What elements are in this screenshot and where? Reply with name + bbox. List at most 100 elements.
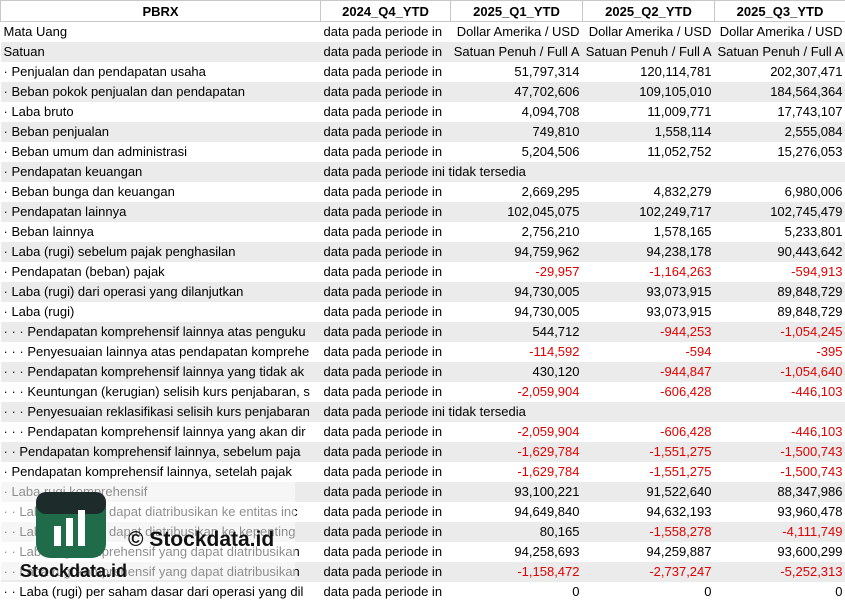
row-label: · Pendapatan keuangan <box>1 162 321 182</box>
row-label: · · Pendapatan komprehensif lainnya, seb… <box>1 442 321 462</box>
cell: -29,957 <box>451 262 583 282</box>
cell: data pada periode in <box>321 122 451 142</box>
table-row: · Pendapatan komprehensif lainnya, setel… <box>1 462 845 482</box>
cell: data pada periode in <box>321 382 451 402</box>
cell: 0 <box>583 582 715 602</box>
row-label: · Beban pokok penjualan dan pendapatan <box>1 82 321 102</box>
cell: 102,249,717 <box>583 202 715 222</box>
cell: -1,500,743 <box>715 462 845 482</box>
cell: -1,551,275 <box>583 462 715 482</box>
cell: 11,052,752 <box>583 142 715 162</box>
cell: 5,233,801 <box>715 222 845 242</box>
row-label: · Laba (rugi) <box>1 302 321 322</box>
cell: data pada periode in <box>321 342 451 362</box>
row-label: Mata Uang <box>1 22 321 42</box>
column-header: 2025_Q3_YTD <box>715 1 845 22</box>
cell: 88,347,986 <box>715 482 845 502</box>
cell: data pada periode ini tidak tersedia <box>321 402 845 422</box>
row-label: · Laba bruto <box>1 102 321 122</box>
row-label: · · · Keuntungan (kerugian) selisih kurs… <box>1 382 321 402</box>
cell: 544,712 <box>451 322 583 342</box>
cell: data pada periode in <box>321 262 451 282</box>
cell: 51,797,314 <box>451 62 583 82</box>
cell: data pada periode in <box>321 82 451 102</box>
cell: 93,600,299 <box>715 542 845 562</box>
cell: 94,258,693 <box>451 542 583 562</box>
cell: data pada periode in <box>321 22 451 42</box>
cell: 80,165 <box>451 522 583 542</box>
cell: data pada periode in <box>321 362 451 382</box>
cell: Dollar Amerika / USD <box>583 22 715 42</box>
cell: data pada periode in <box>321 542 451 562</box>
cell: 6,980,006 <box>715 182 845 202</box>
watermark-brand: Stockdata.id <box>20 561 127 582</box>
table-row: · · Pendapatan komprehensif lainnya, seb… <box>1 442 845 462</box>
column-header: 2025_Q2_YTD <box>583 1 715 22</box>
cell: 120,114,781 <box>583 62 715 82</box>
table-row: · · · Pendapatan komprehensif lainnya ya… <box>1 362 845 382</box>
cell: -2,059,904 <box>451 382 583 402</box>
cell: data pada periode in <box>321 462 451 482</box>
cell: data pada periode in <box>321 522 451 542</box>
table-row: · · · Keuntungan (kerugian) selisih kurs… <box>1 382 845 402</box>
cell: 1,578,165 <box>583 222 715 242</box>
cell: -1,629,784 <box>451 462 583 482</box>
cell: -1,551,275 <box>583 442 715 462</box>
cell: data pada periode in <box>321 482 451 502</box>
cell: data pada periode in <box>321 242 451 262</box>
cell: data pada periode in <box>321 442 451 462</box>
cell: 102,045,075 <box>451 202 583 222</box>
cell: -4,111,749 <box>715 522 845 542</box>
cell: -2,059,904 <box>451 422 583 442</box>
cell: data pada periode in <box>321 222 451 242</box>
cell: data pada periode in <box>321 562 451 582</box>
table-row: · Laba (rugi) dari operasi yang dilanjut… <box>1 282 845 302</box>
cell: 47,702,606 <box>451 82 583 102</box>
cell: 109,105,010 <box>583 82 715 102</box>
row-label: · · · Penyesuaian reklasifikasi selisih … <box>1 402 321 422</box>
cell: 89,848,729 <box>715 282 845 302</box>
cell: Dollar Amerika / USD <box>715 22 845 42</box>
cell: 2,756,210 <box>451 222 583 242</box>
cell: 94,259,887 <box>583 542 715 562</box>
cell: Satuan Penuh / Full A <box>715 42 845 62</box>
cell: -1,629,784 <box>451 442 583 462</box>
cell: data pada periode ini tidak tersedia <box>321 162 845 182</box>
row-label: · · Laba (rugi) per saham dasar dari ope… <box>1 582 321 602</box>
table-row: · · · Pendapatan komprehensif lainnya ya… <box>1 422 845 442</box>
cell: 94,649,840 <box>451 502 583 522</box>
row-label: · Pendapatan (beban) pajak <box>1 262 321 282</box>
cell: -606,428 <box>583 422 715 442</box>
cell: -1,558,278 <box>583 522 715 542</box>
row-label: · · · Pendapatan komprehensif lainnya at… <box>1 322 321 342</box>
cell: 0 <box>451 582 583 602</box>
row-label: · · · Penyesuaian lainnya atas pendapata… <box>1 342 321 362</box>
watermark-logo <box>36 492 106 558</box>
row-label: · Beban bunga dan keuangan <box>1 182 321 202</box>
cell: -446,103 <box>715 422 845 442</box>
cell: data pada periode in <box>321 42 451 62</box>
cell: data pada periode in <box>321 202 451 222</box>
cell: 15,276,053 <box>715 142 845 162</box>
cell: 90,443,642 <box>715 242 845 262</box>
cell: 2,669,295 <box>451 182 583 202</box>
row-label: · Laba (rugi) sebelum pajak penghasilan <box>1 242 321 262</box>
cell: -594,913 <box>715 262 845 282</box>
cell: data pada periode in <box>321 102 451 122</box>
cell: 94,759,962 <box>451 242 583 262</box>
cell: -1,500,743 <box>715 442 845 462</box>
cell: 4,832,279 <box>583 182 715 202</box>
cell: 749,810 <box>451 122 583 142</box>
cell: data pada periode in <box>321 422 451 442</box>
row-label: · Beban lainnya <box>1 222 321 242</box>
cell: -1,164,263 <box>583 262 715 282</box>
cell: Satuan Penuh / Full A <box>583 42 715 62</box>
row-label: · Beban umum dan administrasi <box>1 142 321 162</box>
